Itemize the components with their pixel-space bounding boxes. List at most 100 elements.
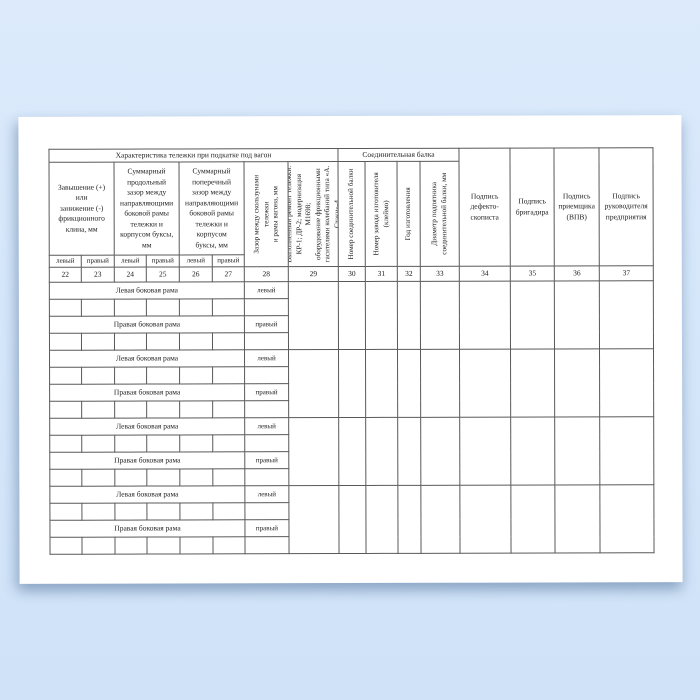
input-cell bbox=[81, 333, 115, 351]
input-cell bbox=[81, 401, 115, 419]
input-cell bbox=[212, 502, 245, 520]
merged-input-cell bbox=[459, 281, 511, 350]
header-wedge: Завышение (+) или занижение (-) фрикцион… bbox=[49, 162, 115, 256]
input-cell bbox=[179, 400, 213, 418]
column-number: 25 bbox=[146, 266, 180, 283]
header-sign-inspector: Подпись приемщика (ВПВ) bbox=[554, 147, 600, 266]
column-number: 30 bbox=[338, 266, 366, 282]
input-cell bbox=[49, 401, 82, 419]
input-cell bbox=[49, 503, 82, 521]
input-cell bbox=[146, 536, 181, 555]
input-cell bbox=[244, 468, 289, 486]
input-cell bbox=[212, 434, 245, 452]
input-cell bbox=[179, 468, 213, 486]
input-cell bbox=[146, 298, 180, 317]
side-cell: правый bbox=[244, 451, 289, 469]
input-cell bbox=[179, 366, 213, 384]
side-cell: правый bbox=[244, 315, 289, 333]
merged-input-cell bbox=[420, 349, 460, 418]
input-cell bbox=[114, 333, 147, 351]
merged-input-cell bbox=[459, 349, 511, 418]
input-cell bbox=[244, 366, 289, 384]
frame-label-cell: Правая боковая рама bbox=[49, 315, 245, 334]
input-cell bbox=[146, 366, 180, 385]
input-cell bbox=[244, 536, 290, 554]
input-cell bbox=[212, 468, 245, 486]
input-cell bbox=[114, 367, 147, 385]
merged-input-cell bbox=[599, 280, 654, 349]
side-label: правый bbox=[81, 255, 115, 268]
input-cell bbox=[179, 332, 213, 350]
header-lateral-gap: Суммарный поперечный зазор между направл… bbox=[179, 161, 245, 255]
input-cell bbox=[179, 536, 214, 554]
column-number: 32 bbox=[397, 266, 421, 282]
side-cell: левый bbox=[244, 485, 289, 503]
merged-input-cell bbox=[554, 348, 600, 417]
merged-input-cell bbox=[599, 348, 654, 417]
column-number: 36 bbox=[554, 265, 600, 281]
merged-input-cell bbox=[420, 281, 460, 350]
input-cell bbox=[114, 503, 147, 521]
side-cell: левый bbox=[244, 349, 289, 367]
merged-input-cell bbox=[510, 484, 556, 554]
merged-input-cell bbox=[288, 417, 339, 486]
frame-label-cell: Левая боковая рама bbox=[49, 349, 245, 368]
frame-label-cell: Правая боковая рама bbox=[49, 383, 245, 402]
merged-input-cell bbox=[338, 485, 367, 554]
input-cell bbox=[146, 502, 180, 521]
input-cell bbox=[244, 502, 289, 520]
input-cell bbox=[244, 434, 289, 452]
input-cell bbox=[212, 298, 245, 316]
side-label: правый bbox=[146, 254, 180, 268]
merged-input-cell bbox=[338, 349, 366, 418]
input-cell bbox=[212, 536, 246, 554]
paper-sheet: Характеристика тележки при подкатке под … bbox=[18, 115, 683, 584]
side-cell: правый bbox=[244, 519, 289, 537]
input-cell bbox=[81, 469, 115, 487]
side-cell: левый bbox=[244, 417, 289, 435]
input-cell bbox=[81, 435, 115, 453]
side-cell: левый bbox=[244, 281, 289, 299]
merged-input-cell bbox=[554, 484, 601, 553]
header-longitudinal-gap: Суммарный продольный зазор между направл… bbox=[114, 161, 180, 256]
frame-label-cell: Левая боковая рама bbox=[49, 281, 245, 300]
side-label: правый bbox=[212, 254, 245, 267]
header-beam-year: Год изготовления bbox=[397, 161, 421, 267]
merged-input-cell bbox=[288, 485, 340, 554]
header-beam-number: Номер соединительной балки bbox=[338, 161, 366, 267]
bogie-inspection-table: Характеристика тележки при подкатке под … bbox=[48, 147, 655, 555]
input-cell bbox=[212, 366, 245, 384]
column-number: 35 bbox=[510, 265, 555, 282]
input-cell bbox=[114, 537, 148, 555]
input-cell bbox=[49, 299, 82, 317]
side-label: левый bbox=[179, 254, 213, 267]
merged-input-cell bbox=[338, 417, 366, 486]
column-number: 27 bbox=[212, 266, 245, 282]
input-cell bbox=[81, 367, 115, 385]
merged-input-cell bbox=[397, 485, 422, 554]
merged-input-cell bbox=[365, 281, 398, 350]
merged-input-cell bbox=[338, 281, 366, 350]
header-sign-defectoscopist: Подпись дефекто- скописта bbox=[459, 148, 511, 267]
frame-label-cell: Левая боковая рама bbox=[49, 485, 245, 504]
header-beam-plant: Номер завода изготовителя (клеймо) bbox=[365, 161, 398, 267]
input-cell bbox=[212, 400, 245, 418]
input-cell bbox=[179, 434, 213, 452]
merged-input-cell bbox=[365, 485, 399, 554]
header-slider-gap: Зазор между скользунами тележки и рамы в… bbox=[244, 161, 289, 267]
merged-input-cell bbox=[599, 484, 655, 553]
side-label: левый bbox=[114, 255, 147, 268]
input-cell bbox=[49, 537, 83, 555]
input-cell bbox=[81, 503, 115, 521]
merged-input-cell bbox=[397, 349, 421, 418]
input-cell bbox=[81, 299, 115, 317]
column-number: 28 bbox=[244, 266, 289, 282]
input-cell bbox=[81, 537, 116, 555]
input-cell bbox=[179, 298, 213, 316]
merged-input-cell bbox=[599, 416, 654, 485]
merged-input-cell bbox=[397, 281, 421, 350]
column-number: 29 bbox=[288, 266, 339, 282]
input-cell bbox=[179, 502, 213, 520]
merged-input-cell bbox=[554, 416, 600, 485]
input-cell bbox=[114, 401, 147, 419]
